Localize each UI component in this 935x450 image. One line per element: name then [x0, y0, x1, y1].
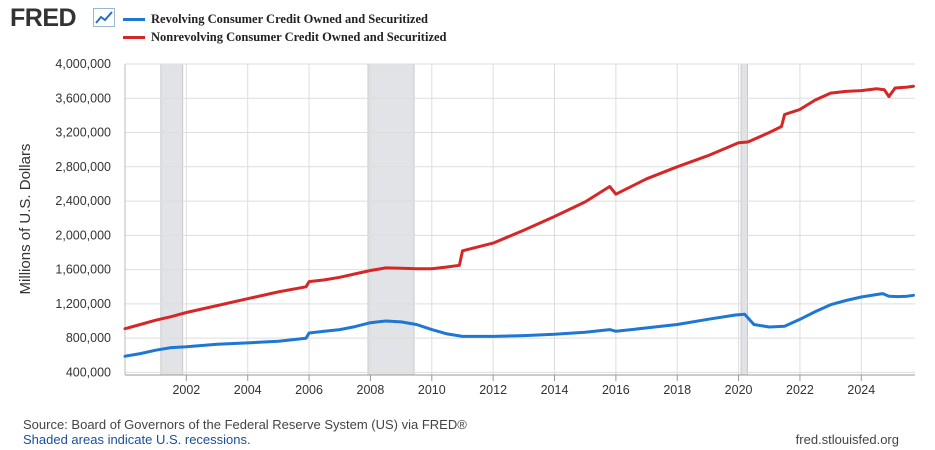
x-tick-label: 2022 [786, 383, 814, 397]
y-tick-label: 2,000,000 [55, 228, 111, 242]
source-note: Source: Board of Governors of the Federa… [23, 417, 467, 432]
x-tick-label: 2014 [541, 383, 569, 397]
x-tick-label: 2020 [725, 383, 753, 397]
recession-band-2 [740, 63, 748, 376]
legend-swatch-nonrevolving [123, 35, 145, 39]
legend-swatch-revolving [123, 17, 145, 21]
recession-shading [160, 63, 748, 376]
y-tick-label: 2,400,000 [55, 194, 111, 208]
recession-band-1 [367, 63, 415, 376]
gridlines [124, 63, 915, 376]
fred-logo-text: FRED [10, 4, 77, 32]
y-axis-tick-labels: 400,000 800,000 1,200,000 1,600,000 2,000,00… [55, 57, 111, 379]
y-tick-label: 3,600,000 [55, 91, 111, 105]
line-chart-icon [93, 8, 115, 27]
fred-logo[interactable]: FRED [10, 4, 77, 33]
x-axis-ticks: 2002 2004 2006 2008 2010 2012 2014 2016 2018 2020… [172, 375, 875, 397]
x-tick-label: 2018 [663, 383, 691, 397]
legend-label-revolving: Revolving Consumer Credit Owned and Secu… [151, 12, 428, 26]
footer-notes: Source: Board of Governors of the Federa… [23, 417, 467, 447]
recession-note: Shaded areas indicate U.S. recessions. [23, 432, 251, 447]
y-tick-label: 4,000,000 [55, 57, 111, 71]
y-tick-label: 3,200,000 [55, 126, 111, 140]
chart-legend: Revolving Consumer Credit Owned and Secu… [123, 10, 447, 46]
x-tick-label: 2008 [357, 383, 385, 397]
x-tick-label: 2012 [479, 383, 507, 397]
x-tick-label: 2006 [295, 383, 323, 397]
x-tick-label: 2002 [172, 383, 200, 397]
y-tick-label: 800,000 [66, 331, 111, 345]
y-axis-title: Millions of U.S. Dollars [17, 144, 34, 295]
y-tick-label: 400,000 [66, 365, 111, 379]
x-tick-label: 2016 [602, 383, 630, 397]
y-tick-label: 1,200,000 [55, 297, 111, 311]
y-tick-label: 2,800,000 [55, 160, 111, 174]
recession-band-0 [160, 63, 184, 376]
y-tick-label: 1,600,000 [55, 263, 111, 277]
x-tick-label: 2024 [847, 383, 875, 397]
legend-item-revolving[interactable]: Revolving Consumer Credit Owned and Secu… [123, 10, 447, 28]
site-link[interactable]: fred.stlouisfed.org [795, 432, 899, 447]
x-tick-label: 2010 [418, 383, 446, 397]
series-line-revolving[interactable] [123, 292, 915, 358]
series-line-nonrevolving[interactable] [123, 84, 915, 331]
legend-item-nonrevolving[interactable]: Nonrevolving Consumer Credit Owned and S… [123, 28, 447, 46]
legend-label-nonrevolving: Nonrevolving Consumer Credit Owned and S… [151, 30, 447, 44]
series-lines [123, 84, 915, 358]
x-tick-label: 2004 [234, 383, 262, 397]
